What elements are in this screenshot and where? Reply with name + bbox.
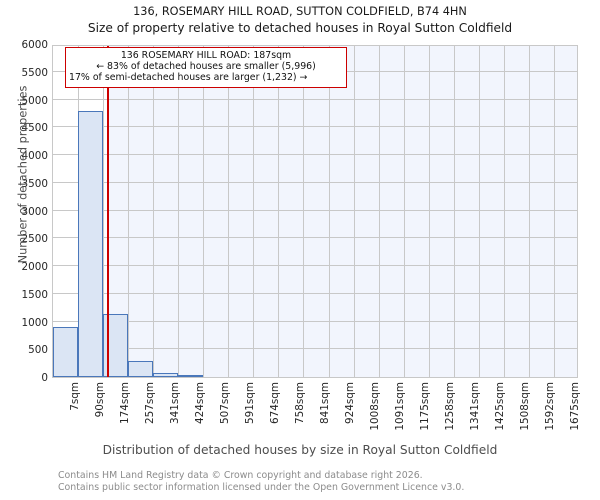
y-tick-1000: 1000 xyxy=(21,316,48,329)
bar-424sqm xyxy=(178,374,204,377)
gridline-x-12 xyxy=(353,46,355,377)
gridline-y-500 xyxy=(53,348,577,350)
gridline-x-13 xyxy=(378,46,380,377)
gridline-x-20 xyxy=(553,46,555,377)
x-tick-924sqm: 924sqm xyxy=(344,382,357,424)
y-tick-3500: 3500 xyxy=(21,177,48,190)
gridline-y-4500 xyxy=(53,126,577,128)
y-tick-0: 0 xyxy=(41,372,48,384)
gridline-x-15 xyxy=(428,46,430,377)
x-tick-7sqm: 7sqm xyxy=(68,382,81,411)
x-tick-174sqm: 174sqm xyxy=(118,382,131,424)
gridline-x-11 xyxy=(328,46,330,377)
gridline-y-1000 xyxy=(53,320,577,322)
gridline-x-10 xyxy=(303,46,305,377)
gridline-x-18 xyxy=(503,46,505,377)
gridline-y-3000 xyxy=(53,209,577,211)
x-tick-1508sqm: 1508sqm xyxy=(519,382,532,431)
x-tick-341sqm: 341sqm xyxy=(168,382,181,424)
y-tick-5000: 5000 xyxy=(21,94,48,107)
gridline-x-16 xyxy=(453,46,455,377)
bar-90sqm xyxy=(78,111,104,377)
x-tick-507sqm: 507sqm xyxy=(218,382,231,424)
chart-subtitle: Size of property relative to detached ho… xyxy=(87,21,513,35)
x-tick-1175sqm: 1175sqm xyxy=(419,382,432,431)
y-axis-tick-labels: 0 500 1000 1500 2000 2500 3000 3500 4000 4500 5000… xyxy=(0,39,48,384)
annotation-larger-percent: 17% of semi-detached houses are larger (… xyxy=(69,72,308,84)
gridline-y-5000 xyxy=(53,98,577,100)
property-annotation-box: 136 ROSEMARY HILL ROAD: 187sqm ← 83% of … xyxy=(65,47,347,88)
gridline-y-3500 xyxy=(53,181,577,183)
gridline-x-9 xyxy=(278,46,280,377)
x-axis-title: Distribution of detached houses by size … xyxy=(102,443,498,457)
y-tick-6000: 6000 xyxy=(21,39,48,51)
gridline-y-2000 xyxy=(53,265,577,266)
footer-line-2: Contains public sector information licen… xyxy=(58,481,465,493)
x-tick-1341sqm: 1341sqm xyxy=(469,382,482,431)
x-tick-257sqm: 257sqm xyxy=(143,382,156,424)
y-axis-title: Number of detached properties xyxy=(16,85,30,264)
chart-plot-area xyxy=(52,45,578,378)
x-tick-1592sqm: 1592sqm xyxy=(544,382,557,431)
gridline-x-5 xyxy=(178,46,180,377)
gridline-x-8 xyxy=(253,46,255,377)
bar-341sqm xyxy=(153,372,179,377)
x-tick-1091sqm: 1091sqm xyxy=(394,382,407,431)
x-tick-424sqm: 424sqm xyxy=(193,382,206,424)
gridline-x-4 xyxy=(153,46,155,377)
x-tick-591sqm: 591sqm xyxy=(243,382,256,424)
y-tick-4000: 4000 xyxy=(21,150,48,162)
x-tick-1425sqm: 1425sqm xyxy=(494,382,507,431)
chart-header: 136, ROSEMARY HILL ROAD, SUTTON COLDFIEL… xyxy=(0,0,600,37)
y-tick-2000: 2000 xyxy=(21,261,48,273)
larger-properties-shaded-region xyxy=(107,46,577,377)
attribution-footer: Contains HM Land Registry data © Crown c… xyxy=(58,470,598,493)
gridline-x-2 xyxy=(103,46,105,377)
x-tick-1675sqm: 1675sqm xyxy=(569,382,582,431)
footer-line-1: Contains HM Land Registry data © Crown c… xyxy=(58,470,423,481)
y-tick-5500: 5500 xyxy=(21,66,48,79)
x-tick-758sqm: 758sqm xyxy=(293,382,306,424)
annotation-property-size: 136 ROSEMARY HILL ROAD: 187sqm xyxy=(120,50,292,61)
gridline-y-4000 xyxy=(53,154,577,155)
x-axis-tick-labels: 7sqm 90sqm 174sqm 257sqm 341sqm 424sqm 507sqm 5… xyxy=(52,382,582,440)
gridline-x-14 xyxy=(403,46,405,377)
gridline-x-19 xyxy=(528,46,530,377)
gridline-x-17 xyxy=(478,46,480,377)
y-tick-3000: 3000 xyxy=(21,205,48,218)
gridline-y-1500 xyxy=(53,292,577,294)
gridline-y-2500 xyxy=(53,237,577,239)
property-size-marker-line xyxy=(106,46,109,377)
bar-7sqm xyxy=(53,327,79,377)
y-tick-500: 500 xyxy=(28,344,48,357)
annotation-smaller-percent: ← 83% of detached houses are smaller (5,… xyxy=(96,61,316,73)
page-title: 136, ROSEMARY HILL ROAD, SUTTON COLDFIEL… xyxy=(133,5,467,18)
x-tick-674sqm: 674sqm xyxy=(268,382,281,424)
bar-257sqm xyxy=(128,360,154,377)
x-tick-90sqm: 90sqm xyxy=(93,382,106,418)
y-tick-1500: 1500 xyxy=(21,288,48,301)
x-tick-1008sqm: 1008sqm xyxy=(369,382,382,431)
x-tick-1258sqm: 1258sqm xyxy=(444,382,457,431)
y-tick-4500: 4500 xyxy=(21,122,48,135)
x-tick-841sqm: 841sqm xyxy=(319,382,331,424)
gridline-x-7 xyxy=(228,46,230,377)
y-tick-2500: 2500 xyxy=(21,233,48,246)
gridline-x-6 xyxy=(203,46,205,377)
gridline-x-3 xyxy=(128,46,130,377)
